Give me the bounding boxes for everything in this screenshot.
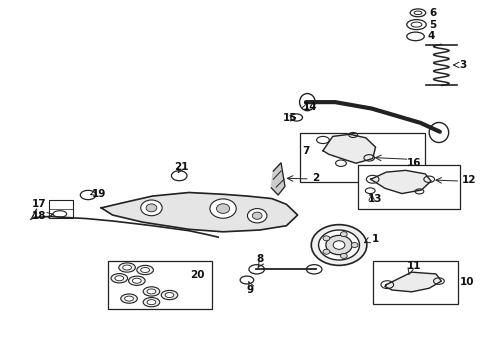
Circle shape [141,200,162,216]
Ellipse shape [132,278,141,283]
Text: 19: 19 [92,189,106,199]
Text: 20: 20 [191,270,205,280]
Ellipse shape [341,231,347,237]
Bar [358,165,460,208]
Circle shape [146,204,157,212]
Text: 7: 7 [302,147,310,157]
Ellipse shape [119,263,135,272]
Text: 18: 18 [32,211,46,221]
Text: 13: 13 [368,194,382,204]
Text: 12: 12 [462,175,476,185]
Text: 11: 11 [407,261,421,271]
Bar [373,261,459,304]
Circle shape [318,230,360,260]
Bar [299,133,425,182]
Text: 21: 21 [174,162,189,172]
Text: 17: 17 [31,199,46,209]
Text: 8: 8 [257,254,264,264]
Ellipse shape [161,291,178,300]
Ellipse shape [122,265,131,270]
Polygon shape [323,134,375,163]
Text: 5: 5 [429,19,437,30]
Bar [49,200,74,218]
Circle shape [252,212,262,219]
Text: 15: 15 [283,113,297,123]
Ellipse shape [128,276,145,285]
Text: 16: 16 [407,158,421,168]
Ellipse shape [341,253,347,258]
Ellipse shape [111,274,127,283]
Ellipse shape [141,267,149,273]
Polygon shape [271,163,285,195]
Circle shape [217,204,230,213]
Ellipse shape [165,293,174,297]
Text: 3: 3 [460,60,466,70]
Polygon shape [371,170,431,194]
Ellipse shape [121,294,137,303]
Bar [108,261,212,309]
Text: 6: 6 [429,8,437,18]
Circle shape [333,241,345,249]
Circle shape [326,235,352,255]
Ellipse shape [147,289,156,294]
Text: 1: 1 [372,234,379,244]
Ellipse shape [124,296,133,301]
Text: 4: 4 [428,31,435,41]
Ellipse shape [147,300,156,305]
Text: 14: 14 [302,103,317,112]
Text: 2: 2 [312,173,319,183]
Polygon shape [385,272,441,292]
Ellipse shape [323,236,330,241]
Ellipse shape [323,249,330,254]
Text: 10: 10 [460,277,474,287]
Ellipse shape [143,287,160,296]
Polygon shape [101,193,297,232]
Ellipse shape [143,297,160,307]
Circle shape [311,225,367,265]
Ellipse shape [351,243,358,248]
Ellipse shape [137,265,153,275]
Ellipse shape [115,276,123,281]
Circle shape [210,199,236,218]
Text: 9: 9 [247,285,254,296]
Circle shape [247,208,267,223]
